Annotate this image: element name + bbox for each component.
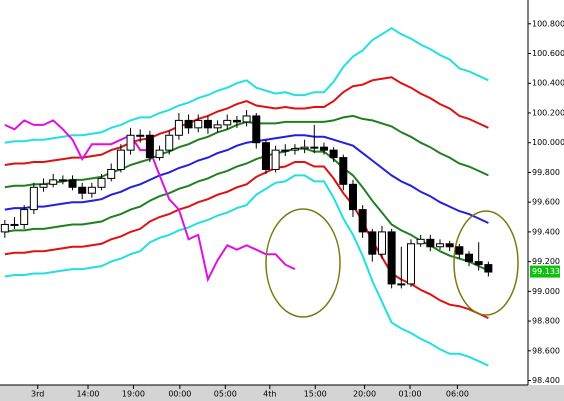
candle-body — [281, 149, 290, 152]
highlight-ellipse — [265, 208, 341, 318]
candle-body — [300, 146, 309, 150]
last-price-box — [530, 265, 560, 278]
candle-body — [271, 149, 280, 170]
x-tick-label: 05:00 — [214, 390, 237, 399]
candle-body — [194, 119, 203, 129]
y-tick-label: 98.400 — [532, 376, 560, 385]
x-tick-label: 15:00 — [304, 390, 327, 399]
candle-body — [0, 223, 9, 233]
y-tick-label: 98.600 — [532, 346, 560, 355]
candle-body — [174, 119, 183, 136]
candle-body — [261, 142, 270, 170]
candle-body — [203, 119, 212, 129]
candle-body — [484, 264, 493, 273]
candle-body — [58, 179, 67, 182]
indicator-line — [4, 27, 489, 144]
candle-body — [242, 115, 251, 123]
y-tick-label: 100.200 — [532, 108, 564, 117]
candle-body — [290, 148, 299, 151]
candle-body — [319, 146, 328, 151]
candle-body — [377, 231, 386, 255]
candle-body — [78, 186, 87, 194]
candle-body — [339, 157, 348, 185]
y-tick-label: 99.000 — [532, 287, 560, 296]
x-tick-label: 4th — [263, 390, 276, 399]
highlight-ellipse — [453, 210, 519, 316]
candle-body — [116, 149, 125, 170]
candle-body — [465, 253, 474, 263]
candle-body — [223, 119, 232, 126]
candle-body — [455, 246, 464, 255]
candle-body — [136, 134, 145, 137]
candle-body — [416, 238, 425, 245]
y-tick-label: 100.600 — [532, 49, 564, 58]
y-tick-label: 100.400 — [532, 79, 564, 88]
last-price-label: 99.133 — [532, 267, 560, 276]
candle-body — [29, 186, 38, 211]
candle-body — [165, 134, 174, 151]
y-tick-label: 99.400 — [532, 227, 560, 236]
y-tick-label: 100.800 — [532, 19, 564, 28]
candle-body — [406, 243, 415, 285]
candle-body — [387, 231, 396, 285]
candle-body — [329, 149, 338, 159]
x-tick-label: 14:00 — [76, 390, 99, 399]
candle-body — [155, 149, 164, 159]
y-tick-label: 100.000 — [532, 138, 564, 147]
candle-body — [426, 238, 435, 248]
candle-body — [213, 124, 222, 129]
candle-body — [145, 134, 154, 159]
indicator-line — [4, 134, 489, 224]
candle-body — [368, 231, 377, 255]
candle-body — [10, 223, 19, 226]
x-tick-label: 19:00 — [122, 390, 145, 399]
candle-body — [97, 177, 106, 188]
candle-body — [107, 168, 116, 179]
candle-body — [87, 186, 96, 194]
x-tick-label: 3rd — [31, 390, 44, 399]
candle-body — [39, 183, 48, 188]
indicator-line — [4, 76, 489, 166]
indicator-line — [4, 147, 489, 272]
candle-body — [436, 243, 444, 248]
x-tick-label: 20:00 — [353, 390, 376, 399]
candle-body — [445, 243, 454, 248]
x-tick-label: 06:00 — [446, 390, 469, 399]
y-tick-label: 99.600 — [532, 198, 560, 207]
candle-body — [252, 115, 261, 144]
candle-body — [310, 146, 319, 149]
indicator-line — [4, 174, 489, 367]
candle-body — [49, 179, 58, 185]
y-tick-label: 99.200 — [532, 257, 560, 266]
candle-body — [184, 119, 193, 129]
y-tick-label: 98.800 — [532, 317, 560, 326]
candle-body — [358, 209, 367, 233]
candle-body — [126, 134, 135, 151]
x-axis-band — [0, 385, 564, 401]
candle-body — [474, 261, 483, 266]
candle-body — [20, 209, 29, 225]
candle-body — [232, 119, 241, 123]
candle-body — [348, 183, 357, 211]
y-tick-label: 99.800 — [532, 168, 560, 177]
candle-body — [68, 179, 77, 188]
x-tick-label: 01:00 — [398, 390, 421, 399]
x-tick-label: 00:00 — [168, 390, 191, 399]
candle-body — [397, 283, 406, 286]
